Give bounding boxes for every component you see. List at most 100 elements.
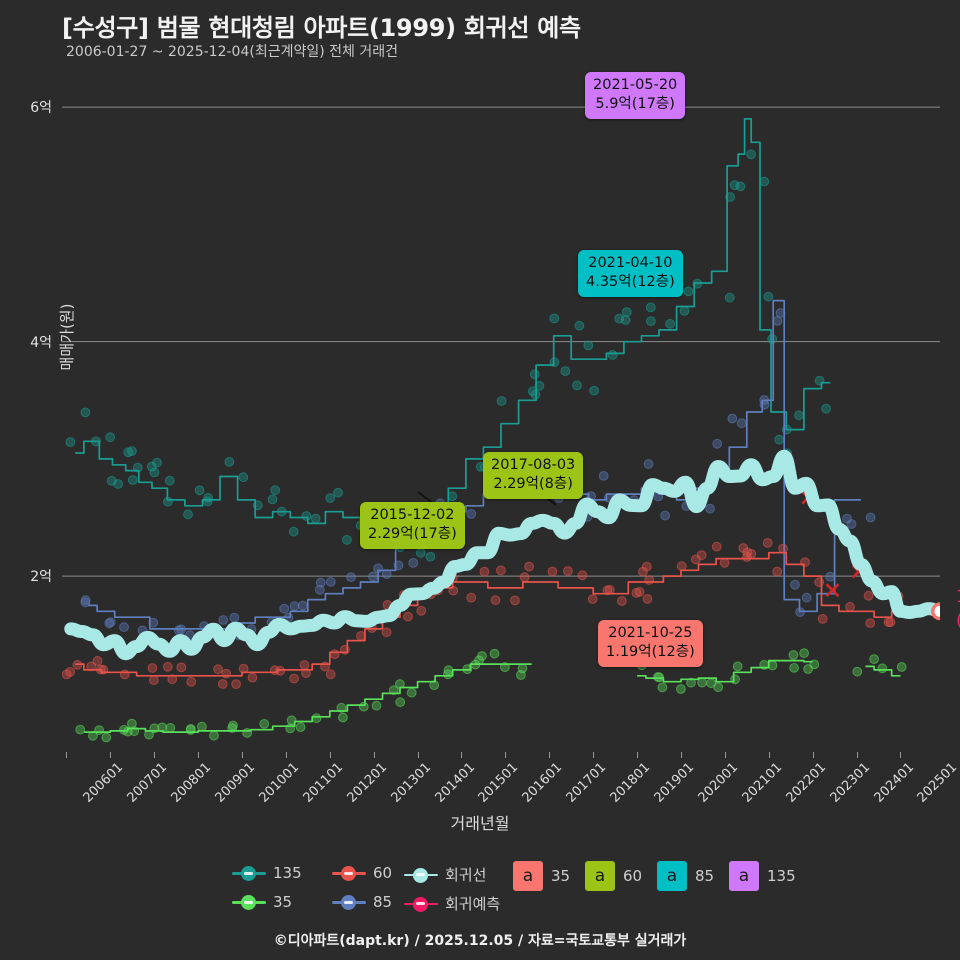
page-title: [수성구] 범물 현대청림 아파트(1999) 회귀선 예측 (62, 14, 581, 42)
scatter-point (686, 677, 696, 688)
annotation-value: 5.9억(17층) (595, 96, 675, 112)
x-axis-tick: 201301 (388, 760, 434, 806)
x-axis-tick: 201801 (607, 760, 654, 806)
scatter-point (144, 729, 154, 740)
scatter-point (146, 461, 157, 472)
scatter-point (393, 560, 404, 571)
scatter-point (676, 684, 686, 694)
scatter-point (132, 462, 143, 473)
scatter-point (167, 674, 178, 685)
scatter-point (598, 471, 609, 481)
x-axis-tick-mark (549, 752, 551, 758)
legend-item-85[interactable]: 85 (332, 893, 392, 911)
swatch-label: 35 (551, 867, 571, 885)
legend-label: 회귀선 (445, 866, 487, 884)
legend-item-135[interactable]: 135 (232, 864, 302, 882)
scatter-point (466, 509, 477, 519)
legend-swatch-135[interactable]: a 135 (729, 861, 806, 891)
annotation-value: 4.35억(12층) (586, 274, 675, 290)
regression-path (64, 449, 940, 661)
x-axis-tick: 202401 (871, 760, 917, 806)
scatter-point (325, 669, 336, 680)
scatter-point (113, 479, 123, 489)
scatter-point (814, 375, 825, 386)
scatter-point (338, 712, 348, 723)
scatter-point (736, 418, 747, 429)
legend-swatch-35[interactable]: a 35 (513, 861, 580, 891)
scatter-point (602, 585, 613, 596)
scatter-point (572, 380, 582, 391)
series-line (75, 118, 831, 536)
scatter-point (218, 615, 229, 625)
scatter-point (705, 503, 715, 514)
scatter-point (288, 526, 299, 537)
scatter-point (148, 675, 159, 685)
scatter-point (534, 381, 545, 391)
scatter-point (221, 668, 232, 679)
scatter-point (270, 485, 281, 496)
legend-item-60[interactable]: 60 (332, 864, 392, 882)
scatter-point (583, 340, 594, 351)
scatter-point (799, 648, 809, 658)
legend-item-35[interactable]: 35 (232, 893, 292, 911)
scatter-point (65, 667, 76, 677)
legend-swatch-60[interactable]: a 60 (585, 861, 652, 891)
scatter-point (186, 676, 197, 687)
scatter-point (259, 719, 270, 729)
x-axis-tick-mark (66, 752, 68, 758)
scatter-point (127, 475, 138, 485)
scatter-point (104, 618, 115, 629)
scatter-point (311, 713, 322, 724)
scatter-point (247, 672, 258, 683)
x-axis-tick: 201501 (476, 760, 522, 806)
annotation-date: 2021-10-25 (608, 625, 693, 641)
x-axis-tick: 201201 (344, 760, 391, 806)
x-axis-tick: 200901 (212, 760, 259, 806)
legend-label: 60 (373, 864, 393, 882)
scatter-point (448, 585, 459, 596)
scatter-point (72, 659, 83, 670)
scatter-point (696, 550, 707, 561)
scatter-point (719, 557, 730, 568)
x-axis-tick: 201601 (519, 760, 566, 806)
scatter-point (759, 660, 770, 670)
legend-swatch-85[interactable]: a 85 (657, 861, 724, 891)
x-axis-tick-mark (900, 752, 902, 758)
scatter-point (607, 350, 618, 360)
legend-marker-icon (404, 866, 438, 884)
x-axis-tick-mark (110, 752, 112, 758)
scatter-point (285, 723, 296, 734)
legend-item-회귀선[interactable]: 회귀선 (404, 864, 486, 885)
annotation-callout[interactable]: 2021-10-25 1.19억(12층) (598, 620, 703, 667)
scatter-point (203, 493, 214, 503)
scatter-point (589, 385, 599, 396)
scatter-point (778, 543, 788, 554)
scatter-point (447, 491, 458, 502)
scatter-point (373, 563, 384, 574)
legend-label: 회귀예측 (445, 895, 501, 913)
annotation-callout[interactable]: 2015-12-02 2.29억(17층) (360, 502, 465, 549)
annotation-callout[interactable]: 2021-05-20 5.9억(17층) (585, 72, 686, 119)
x-axis-tick-mark (241, 752, 243, 758)
scatter-point (885, 617, 896, 628)
y-axis-tick: 4억 (30, 334, 52, 351)
scatter-point (242, 728, 253, 738)
annotation-callout[interactable]: 2021-04-10 4.35억(12층) (578, 250, 683, 297)
scatter-point (425, 551, 436, 562)
x-axis-tick: 200701 (124, 760, 171, 806)
scatter-point (162, 661, 173, 672)
scatter-point (774, 434, 785, 445)
legend-item-회귀예측[interactable]: 회귀예측 (404, 893, 500, 914)
x-axis-tick-mark (637, 752, 639, 758)
scatter-point (301, 511, 312, 521)
annotation-date: 2017-08-03 (491, 457, 576, 473)
scatter-point (164, 475, 175, 486)
x-axis-tick: 201401 (432, 760, 478, 806)
x-axis-tick-mark (373, 752, 375, 758)
scatter-point (645, 302, 656, 313)
series-35 (75, 648, 907, 743)
scatter-point (788, 650, 799, 660)
scatter-point (735, 181, 746, 192)
annotation-callout[interactable]: 2017-08-03 2.29억(8층) (483, 452, 584, 499)
scatter-point (587, 594, 598, 604)
